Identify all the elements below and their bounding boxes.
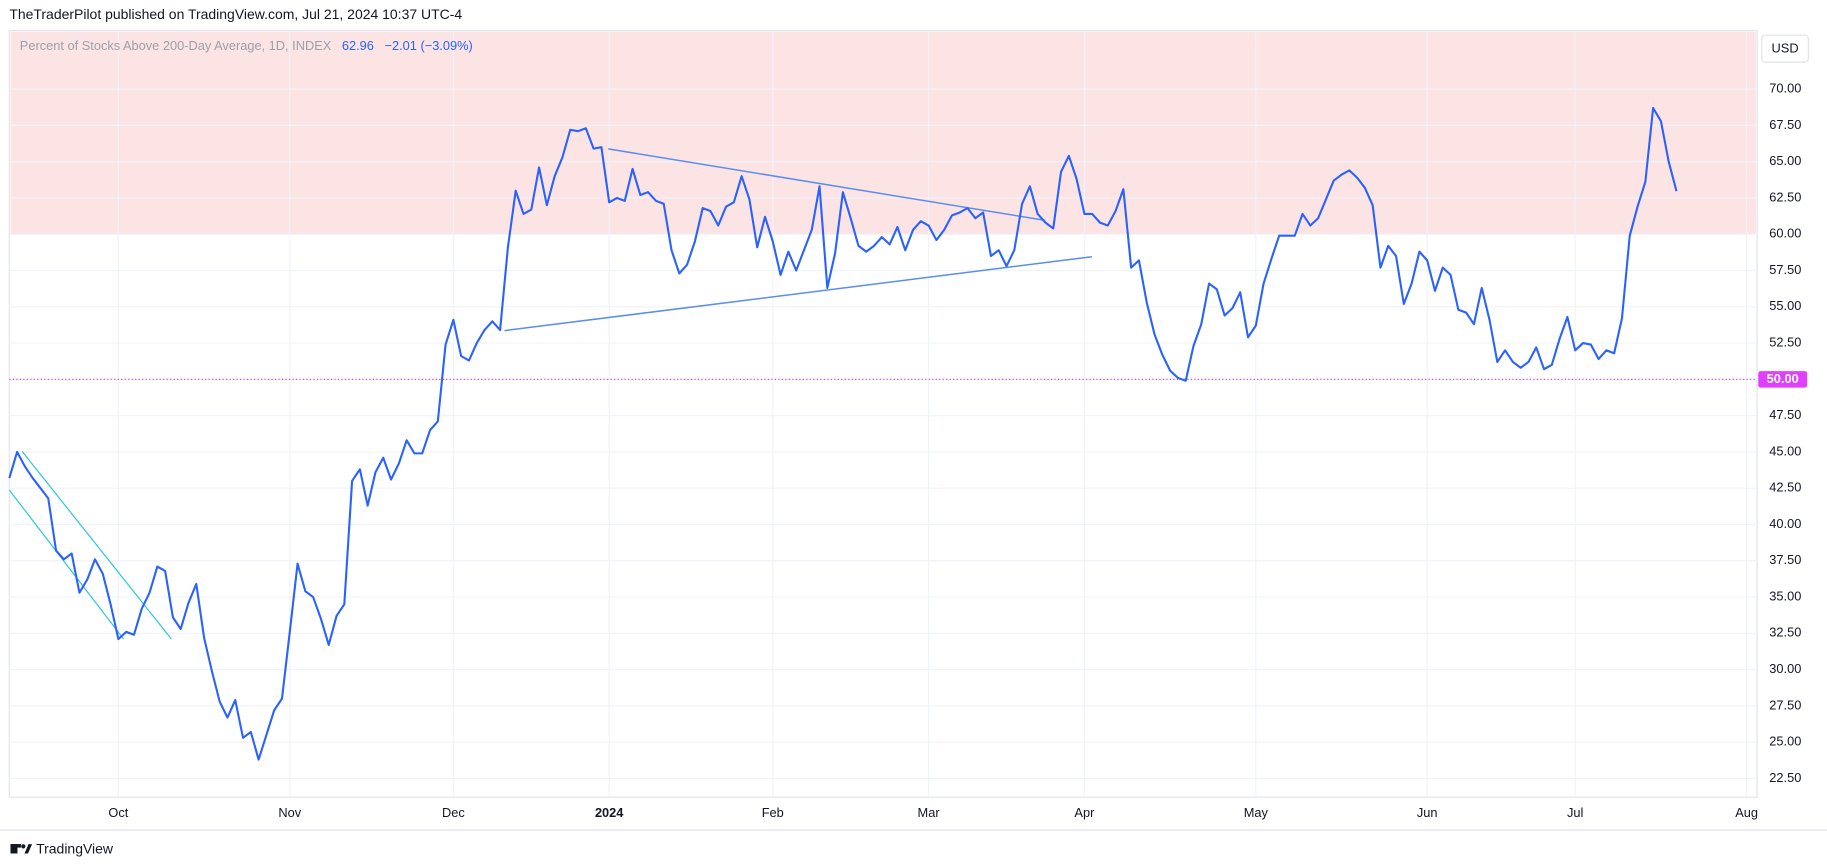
x-tick-label: Jun — [1417, 805, 1438, 820]
publisher-note: TheTraderPilot published on TradingView.… — [9, 6, 462, 22]
y-tick-label: 57.50 — [1769, 262, 1801, 277]
y-tick-label: 67.50 — [1769, 117, 1801, 132]
x-tick-label: Dec — [442, 805, 465, 820]
x-tick-label: Feb — [762, 805, 784, 820]
currency-button[interactable] — [1761, 34, 1809, 63]
legend-value: 62.96 — [342, 38, 374, 53]
y-tick-label: 42.50 — [1769, 480, 1801, 495]
brand-logo — [10, 844, 33, 854]
legend: Percent of Stocks Above 200-Day Average,… — [20, 38, 473, 53]
x-tick-label: Aug — [1735, 805, 1758, 820]
y-tick-label: 52.50 — [1769, 334, 1801, 349]
trend-line — [8, 489, 124, 640]
y-tick-label: 55.00 — [1769, 298, 1801, 313]
y-tick-label: 70.00 — [1769, 80, 1801, 95]
y-tick-label: 22.50 — [1769, 770, 1801, 785]
x-tick-label: May — [1244, 805, 1269, 820]
x-tick-label: Apr — [1074, 805, 1095, 820]
y-tick-label: 32.50 — [1769, 625, 1801, 640]
highlight-band — [10, 31, 1756, 235]
x-tick-label: Mar — [918, 805, 941, 820]
plot-layer — [9, 30, 1758, 798]
y-tick-label: 65.00 — [1769, 153, 1801, 168]
y-tick-label: 25.00 — [1769, 734, 1801, 749]
series-layer — [8, 106, 1678, 761]
currency-label[interactable]: USD — [1772, 41, 1799, 56]
y-tick-label: 30.00 — [1769, 661, 1801, 676]
y-tick-label: 40.00 — [1769, 516, 1801, 531]
x-tick-label: Oct — [108, 805, 128, 820]
price-tag — [1758, 371, 1808, 388]
y-tick-label: 60.00 — [1769, 226, 1801, 241]
y-tick-label: 62.50 — [1769, 189, 1801, 204]
trend-line — [504, 255, 1092, 332]
y-tick-label: 45.00 — [1769, 443, 1801, 458]
x-tick-label: Jul — [1567, 805, 1583, 820]
y-tick-label: 47.50 — [1769, 407, 1801, 422]
x-tick-label: Nov — [278, 805, 301, 820]
trend-line — [608, 148, 1046, 222]
y-tick-label: 27.50 — [1769, 697, 1801, 712]
price-tag-label: 50.00 — [1767, 371, 1799, 386]
trend-line — [21, 450, 172, 640]
y-tick-label: 35.00 — [1769, 588, 1801, 603]
legend-title: Percent of Stocks Above 200-Day Average,… — [20, 38, 332, 53]
plot-frame — [8, 29, 1758, 798]
series-line — [8, 106, 1678, 761]
x-tick-label: 2024 — [595, 805, 624, 820]
y-tick-label: 37.50 — [1769, 552, 1801, 567]
legend-change: −2.01 (−3.09%) — [384, 38, 472, 53]
brand-name: TradingView — [36, 841, 114, 857]
